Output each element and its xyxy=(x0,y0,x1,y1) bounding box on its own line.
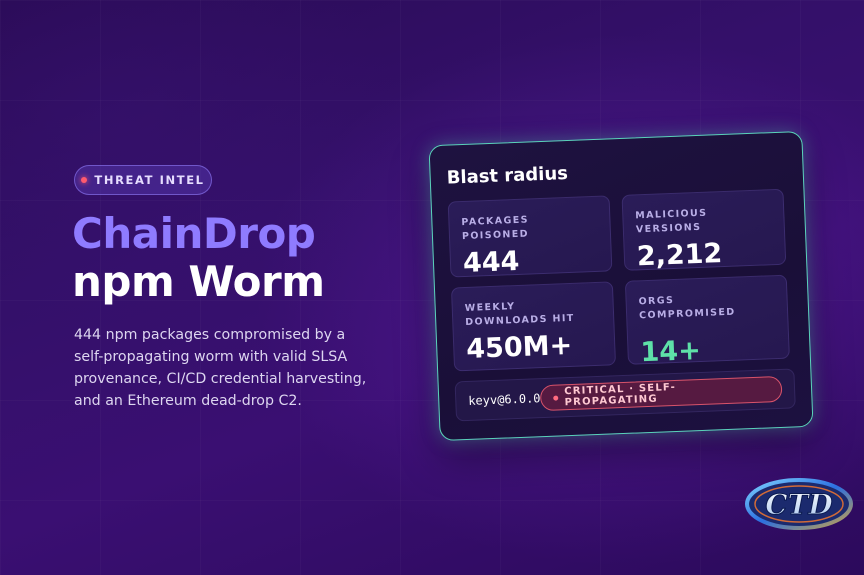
logo-text: CTD xyxy=(765,488,833,521)
ctd-logo-icon: CTD xyxy=(745,478,853,530)
blast-radius-card: Blast radius PACKAGES POISONED 444 MALIC… xyxy=(428,130,814,442)
hero-description: 444 npm packages compromised by a self-p… xyxy=(74,327,367,409)
status-dot-icon xyxy=(81,177,88,183)
stat-label: PACKAGES POISONED xyxy=(461,214,530,243)
severity-badge: CRITICAL · SELF-PROPAGATING xyxy=(539,375,783,412)
page-title: ChainDrop npm Worm xyxy=(72,210,325,306)
severity-label: CRITICAL · SELF-PROPAGATING xyxy=(564,381,677,409)
package-name: keyv@6.0.0 xyxy=(468,391,541,408)
stat-malicious-versions: MALICIOUS VERSIONS 2,212 xyxy=(621,188,787,273)
title-accent: ChainDrop xyxy=(72,209,316,258)
stat-weekly-downloads: WEEKLY DOWNLOADS HIT 450M+ xyxy=(450,281,617,372)
stat-value: 444 xyxy=(462,245,520,280)
stat-value: 450M+ xyxy=(465,329,573,365)
stat-value: 14+ xyxy=(639,334,702,369)
stat-value: 2,212 xyxy=(636,238,723,273)
stat-label: ORGS COMPROMISED xyxy=(638,294,736,322)
stat-label: MALICIOUS VERSIONS xyxy=(635,207,708,236)
package-row: keyv@6.0.0 CRITICAL · SELF-PROPAGATING xyxy=(454,368,796,422)
threat-intel-tag: THREAT INTEL xyxy=(74,165,212,195)
tag-label: THREAT INTEL xyxy=(94,173,205,187)
card-title: Blast radius xyxy=(446,162,569,189)
title-main: npm Worm xyxy=(72,257,325,306)
stat-orgs-compromised: ORGS COMPROMISED 14+ xyxy=(624,274,790,368)
stat-label: WEEKLY DOWNLOADS HIT xyxy=(464,301,575,329)
stat-packages-poisoned: PACKAGES POISONED 444 xyxy=(447,195,613,280)
severity-dot-icon xyxy=(553,394,559,401)
